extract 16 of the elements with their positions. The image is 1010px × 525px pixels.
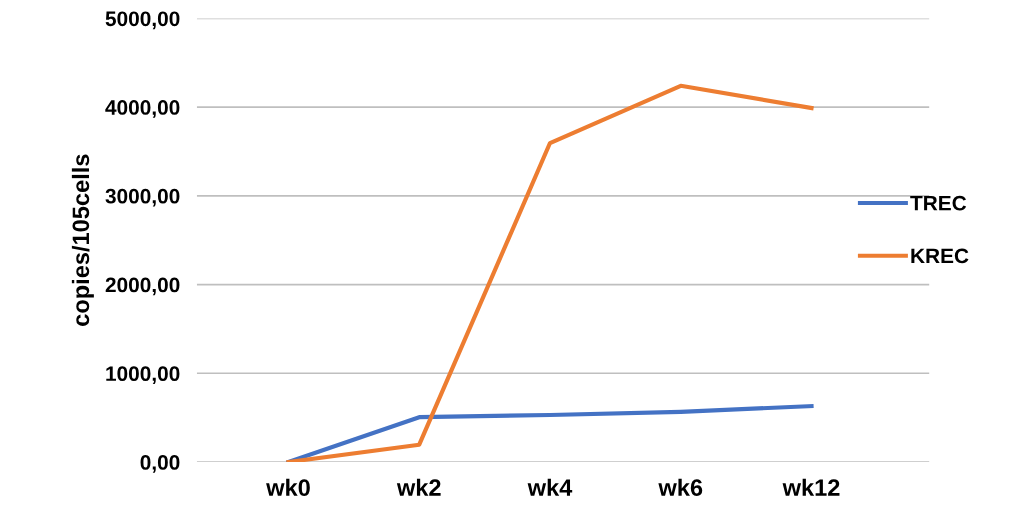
y-tick-label: 3000,00 — [105, 188, 180, 207]
line-series — [286, 404, 814, 462]
x-tick-label: wk2 — [396, 478, 441, 496]
x-tick-label: wk6 — [658, 478, 703, 497]
y-tick-label: 5000,00 — [105, 11, 180, 30]
legend-label: TREC — [910, 195, 967, 211]
y-axis-title: copies/105cells — [71, 154, 94, 326]
x-tick-label: wk4 — [527, 478, 573, 496]
y-tick-label: 0,00 — [140, 455, 180, 473]
y-tick-label: 1000,00 — [106, 366, 180, 385]
legend-label: KREC — [911, 248, 969, 264]
y-tick-label: 4000,00 — [105, 100, 180, 118]
line-series — [286, 83, 814, 462]
x-tick-label: wk0 — [266, 478, 310, 497]
x-tick-label: wk12 — [782, 478, 840, 496]
y-tick-label: 2000,00 — [105, 277, 180, 296]
